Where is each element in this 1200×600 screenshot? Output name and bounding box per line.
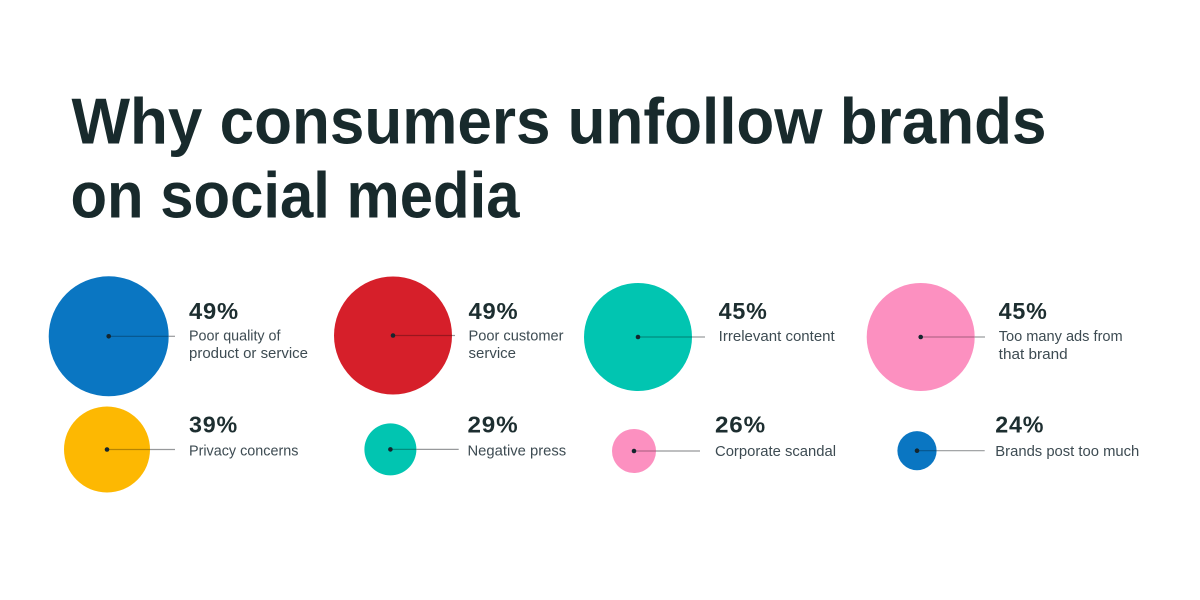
svg-text:product or service: product or service [189,346,308,362]
svg-text:Poor customer: Poor customer [469,329,564,345]
svg-text:24%: 24% [995,412,1044,438]
svg-text:Brands post too much: Brands post too much [995,444,1139,460]
svg-text:Poor quality of: Poor quality of [189,329,281,345]
svg-text:Irrelevant content: Irrelevant content [719,329,835,345]
svg-text:29%: 29% [468,412,519,438]
svg-text:Too many ads from: Too many ads from [999,329,1123,345]
svg-text:Negative press: Negative press [468,443,567,459]
svg-text:45%: 45% [719,298,768,324]
svg-text:49%: 49% [469,298,519,324]
svg-text:service: service [469,346,517,362]
svg-text:49%: 49% [189,298,239,324]
svg-text:on social media: on social media [71,160,521,232]
svg-text:39%: 39% [189,412,238,438]
svg-text:26%: 26% [715,412,766,438]
svg-text:Corporate scandal: Corporate scandal [715,444,836,460]
svg-text:that brand: that brand [999,347,1068,363]
svg-text:Why consumers unfollow brands: Why consumers unfollow brands [72,85,1047,157]
svg-text:Privacy concerns: Privacy concerns [189,443,298,459]
svg-text:45%: 45% [999,298,1048,324]
